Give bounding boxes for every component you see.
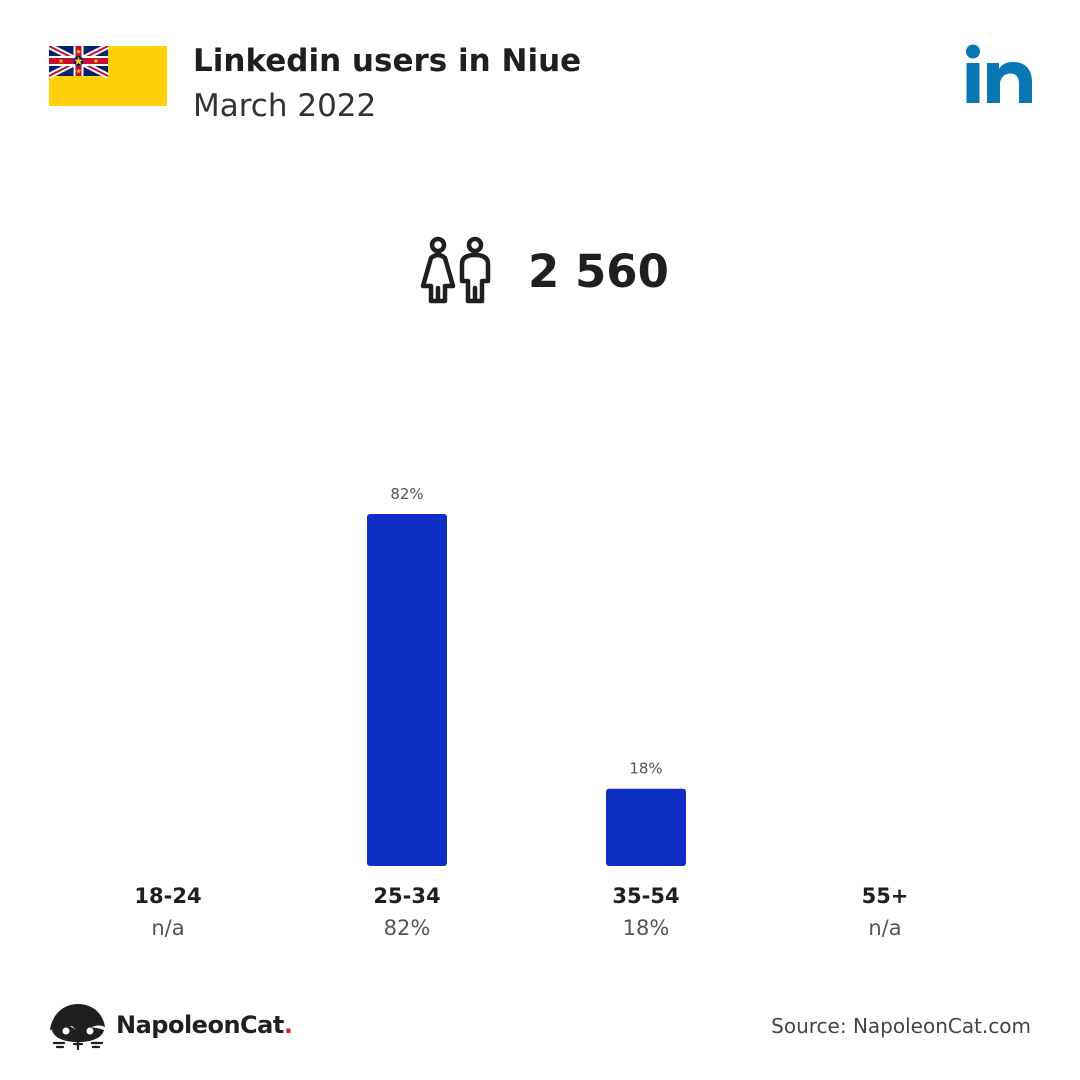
category-value: 82% <box>383 916 431 940</box>
linkedin-logo-icon <box>966 44 1032 103</box>
category-value: n/a <box>868 916 902 940</box>
category-value: n/a <box>151 916 185 940</box>
category-label: 35-54 <box>612 884 680 908</box>
people-icon <box>420 236 491 304</box>
category-label: 55+ <box>861 884 909 908</box>
total-users: 2 560 <box>420 236 669 306</box>
bar-25-34 <box>367 514 447 866</box>
total-users-value: 2 560 <box>528 244 669 298</box>
bar-data-label: 18% <box>629 760 662 778</box>
category-label: 18-24 <box>134 884 202 908</box>
category-label: 25-34 <box>373 884 441 908</box>
napoleoncat-logo-icon <box>50 1004 105 1050</box>
niue-flag-icon <box>49 46 167 106</box>
age-bar-chart: 82% 18% <box>367 485 686 866</box>
category-value: 18% <box>622 916 670 940</box>
bar-35-54 <box>606 788 686 866</box>
source-credit: Source: NapoleonCat.com <box>771 1014 1031 1038</box>
bar-data-label: 82% <box>390 485 423 503</box>
page-title: Linkedin users in Niue <box>193 43 582 79</box>
brand-name: NapoleonCat. <box>116 1011 293 1039</box>
napoleoncat-logo[interactable]: NapoleonCat. <box>46 1000 293 1050</box>
page-subtitle: March 2022 <box>193 88 377 124</box>
